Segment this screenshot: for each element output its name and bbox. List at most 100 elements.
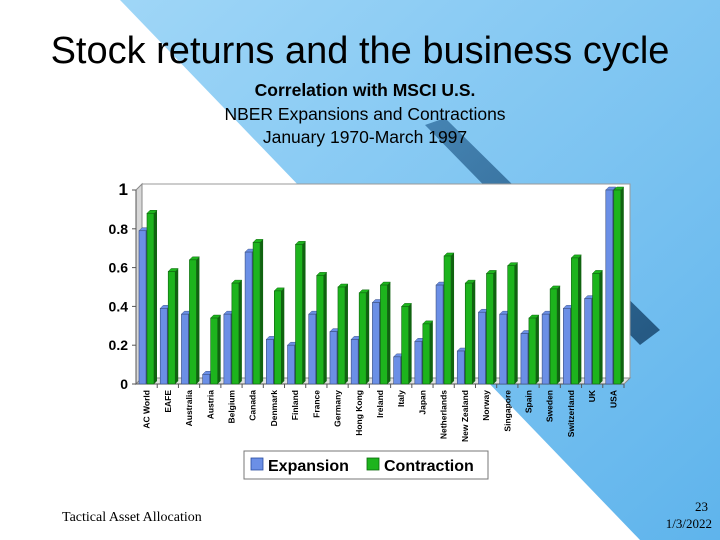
contraction-bar-side: [557, 285, 561, 384]
expansion-bar: [287, 344, 295, 385]
expansion-bar: [202, 373, 210, 385]
y-tick-label: 0.8: [109, 221, 129, 237]
contraction-bar: [210, 317, 218, 385]
contraction-bar-side: [620, 187, 624, 384]
contraction-bar-side: [408, 303, 412, 384]
contraction-bar-side: [514, 262, 518, 384]
slide-date: 1/3/2022: [665, 516, 712, 531]
contraction-bar-side: [323, 272, 327, 384]
legend-swatch-expansion: [250, 457, 264, 471]
contraction-bar-side: [451, 252, 455, 384]
contraction-bar-side: [599, 270, 603, 384]
y-tick-label: 1: [119, 180, 128, 199]
contraction-bar-side: [238, 280, 242, 384]
contraction-bar-side: [175, 268, 179, 384]
contraction-bar-side: [429, 320, 433, 384]
contraction-bar: [337, 286, 346, 385]
x-tick-label: Australia: [184, 390, 194, 427]
x-tick-label: Hong Kong: [354, 390, 364, 436]
contraction-bar-side: [217, 315, 221, 384]
expansion-bar: [605, 189, 614, 385]
contraction-bar-side: [281, 287, 285, 384]
x-tick-label: Canada: [248, 390, 258, 421]
contraction-bar-side: [493, 270, 497, 384]
x-tick-label: Netherlands: [439, 390, 449, 439]
contraction-bar: [549, 288, 558, 385]
chart-title: Correlation with MSCI U.S.: [254, 80, 476, 100]
x-tick-label: Italy: [396, 390, 406, 407]
expansion-bar: [393, 356, 401, 385]
expansion-bar: [266, 339, 274, 385]
contraction-bar: [528, 317, 537, 385]
contraction-bar-side: [578, 254, 582, 384]
expansion-bar: [329, 331, 338, 385]
contraction-bar: [401, 306, 409, 385]
expansion-bar: [478, 311, 486, 385]
x-tick-label: Germany: [333, 390, 343, 427]
contraction-bar-side: [196, 256, 200, 384]
x-tick-label: Denmark: [269, 390, 279, 427]
contraction-bar: [295, 244, 303, 385]
contraction-bar-side: [344, 284, 348, 384]
legend-label-expansion: Expansion: [268, 458, 349, 475]
x-tick-label: Spain: [524, 390, 534, 413]
x-tick-label: UK: [587, 389, 597, 402]
expansion-bar: [223, 313, 232, 385]
chart-subtitle-line-1: NBER Expansions and Contractions: [224, 104, 506, 124]
contraction-bar: [358, 292, 367, 385]
expansion-bar: [244, 251, 253, 385]
footer-text: Tactical Asset Allocation: [62, 510, 202, 525]
x-tick-label: Finland: [290, 390, 300, 420]
x-tick-label: AC World: [142, 390, 152, 429]
x-tick-label: New Zealand: [460, 390, 470, 442]
x-tick-label: Sweden: [545, 390, 555, 422]
contraction-bar: [189, 259, 197, 385]
slide-number: 23: [695, 499, 708, 514]
contraction-bar: [316, 275, 325, 385]
x-tick-label: Norway: [481, 390, 491, 421]
contraction-bar: [231, 282, 240, 385]
x-tick-label: France: [311, 390, 321, 418]
contraction-bar: [274, 290, 282, 385]
expansion-bar: [372, 302, 380, 385]
contraction-bar-side: [472, 280, 476, 384]
expansion-bar: [499, 313, 507, 385]
legend-swatch-contraction: [366, 457, 380, 471]
contraction-bar-side: [535, 315, 539, 384]
expansion-bar: [350, 339, 359, 385]
contraction-bar: [252, 242, 261, 385]
expansion-bar: [308, 313, 317, 385]
expansion-bar: [541, 313, 550, 385]
x-tick-label: Japan: [417, 390, 427, 415]
contraction-bar-side: [302, 241, 306, 384]
contraction-bar: [592, 273, 600, 385]
expansion-bar: [584, 298, 592, 385]
y-tick-label: 0.4: [109, 298, 129, 314]
x-tick-label: Ireland: [375, 390, 385, 418]
contraction-bar: [167, 271, 176, 385]
contraction-bar: [507, 265, 515, 385]
contraction-bar: [571, 257, 579, 385]
x-tick-label: Switzerland: [566, 390, 576, 437]
contraction-bar: [464, 282, 473, 385]
expansion-bar: [138, 230, 147, 385]
expansion-bar: [181, 313, 189, 385]
contraction-bar: [613, 189, 622, 385]
expansion-bar: [414, 341, 423, 385]
expansion-bar: [563, 308, 571, 385]
contraction-bar-side: [260, 239, 264, 384]
slide-title: Stock returns and the business cycle: [50, 30, 670, 72]
contraction-bar: [486, 273, 494, 385]
contraction-bar-side: [366, 289, 370, 384]
legend-label-contraction: Contraction: [384, 458, 474, 475]
expansion-bar: [456, 350, 465, 385]
x-tick-label: Singapore: [502, 390, 512, 432]
x-tick-label: Austria: [205, 390, 215, 420]
expansion-bar: [435, 284, 444, 385]
y-tick-label: 0.6: [109, 260, 129, 276]
legend-box: [243, 450, 489, 480]
x-tick-label: EAFE: [163, 390, 173, 413]
contraction-bar: [422, 323, 431, 385]
y-tick-label: 0.2: [109, 337, 129, 353]
